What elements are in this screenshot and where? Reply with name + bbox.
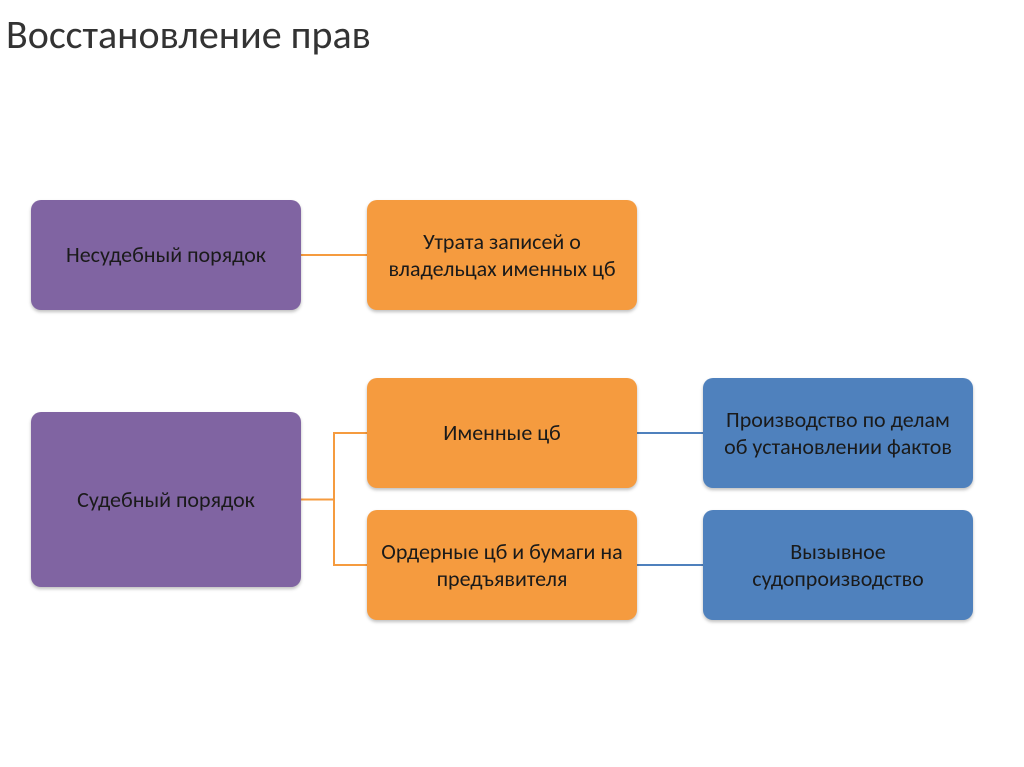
node-n7: Вызывное судопроизводство xyxy=(703,510,973,620)
node-n3: Судебный порядок xyxy=(31,412,301,587)
node-n5: Ордерные цб и бумаги на предъявителя xyxy=(367,510,637,620)
edge-n3-n5 xyxy=(301,500,367,566)
node-n1: Несудебный порядок xyxy=(31,200,301,310)
edge-n3-n4 xyxy=(301,433,367,500)
node-n2: Утрата записей о владельцах именных цб xyxy=(367,200,637,310)
page-title: Восстановление прав xyxy=(6,10,371,59)
diagram-canvas: Восстановление прав Несудебный порядок Ут… xyxy=(0,0,1024,767)
node-n4: Именные цб xyxy=(367,378,637,488)
node-n6: Производство по делам об установлении фа… xyxy=(703,378,973,488)
